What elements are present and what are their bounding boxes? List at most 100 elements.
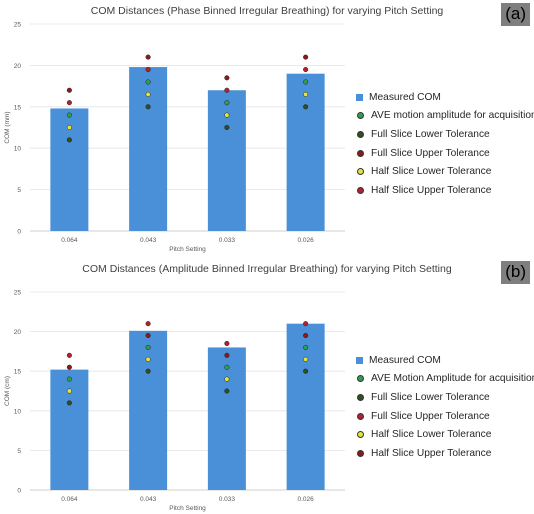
x-tick-label: 0.033 <box>219 496 236 503</box>
bar <box>286 323 325 490</box>
legend-bar-swatch <box>356 356 363 364</box>
y-tick-label: 5 <box>17 187 21 194</box>
data-point-marker <box>224 75 230 81</box>
data-point-marker <box>66 124 72 131</box>
x-tick-label: 0.026 <box>297 496 314 503</box>
data-point-marker <box>66 87 72 93</box>
y-axis-label: COM (mm) <box>4 111 11 143</box>
legend-label: Full Slice Lower Tolerance <box>371 391 490 403</box>
bar <box>129 330 168 490</box>
data-point-marker <box>145 368 151 374</box>
y-tick-label: 0 <box>17 229 21 236</box>
legend-marker-swatch <box>357 393 364 401</box>
legend-marker-swatch <box>357 112 364 120</box>
legend-item: Full Slice Upper Tolerance <box>356 407 534 426</box>
legend-item: Full Slice Upper Tolerance <box>356 144 534 163</box>
bar <box>286 73 325 232</box>
legend-label: Full Slice Upper Tolerance <box>371 410 490 422</box>
data-point-marker <box>145 104 151 110</box>
data-point-marker <box>303 104 309 110</box>
data-point-marker <box>303 66 309 73</box>
legend-bar-swatch <box>356 93 363 101</box>
legend-item: Full Slice Lower Tolerance <box>356 125 534 144</box>
y-tick-label: 10 <box>14 408 22 415</box>
data-point-marker <box>303 54 309 60</box>
legend-marker-swatch <box>357 375 364 383</box>
legend-item: AVE Motion Amplitude for acquisition <box>356 370 534 389</box>
legend-marker-swatch <box>357 449 364 457</box>
data-point-marker <box>145 333 151 339</box>
data-point-marker <box>66 400 72 406</box>
data-point-marker <box>145 321 151 327</box>
legend-marker-swatch <box>357 149 364 157</box>
legend-label: Half Slice Lower Tolerance <box>371 429 492 441</box>
legend-label: Measured COM <box>369 91 441 103</box>
data-point-marker <box>145 91 151 97</box>
x-tick-label: 0.064 <box>61 496 78 503</box>
legend-marker-swatch <box>357 130 364 138</box>
x-tick-label: 0.026 <box>297 237 314 244</box>
legend-item: Half Slice Lower Tolerance <box>356 425 534 444</box>
data-point-marker <box>224 124 230 131</box>
legend-marker-swatch <box>357 412 364 420</box>
data-point-marker <box>66 112 72 118</box>
data-point-marker <box>303 91 309 97</box>
data-point-marker <box>224 87 230 93</box>
data-point-marker <box>303 79 309 85</box>
y-tick-label: 25 <box>14 22 22 29</box>
y-tick-label: 15 <box>14 369 22 376</box>
bar <box>207 347 246 490</box>
data-point-marker <box>66 137 72 143</box>
x-tick-label: 0.064 <box>61 237 78 244</box>
y-tick-label: 5 <box>17 448 21 455</box>
legend-label: AVE Motion Amplitude for acquisition <box>371 373 534 385</box>
legend-item: Measured COM <box>356 88 534 107</box>
legend-item: AVE motion amplitude for acquisition <box>356 107 534 126</box>
data-point-marker <box>145 54 151 60</box>
legend-item: Half Slice Upper Tolerance <box>356 181 534 200</box>
data-point-marker <box>303 321 309 327</box>
chart-a-plot: 0 5 10 15 20 25 COM (mm) Pitch Setting 0.064 0.04… <box>4 22 345 253</box>
data-point-marker <box>224 340 230 347</box>
data-point-marker <box>66 352 72 358</box>
chart-b-plot: 0 5 10 15 20 25 COM (cm) Pitch Setting 0.064 0.04… <box>4 290 345 512</box>
x-axis-label: Pitch Setting <box>169 246 206 253</box>
data-point-marker <box>66 364 72 370</box>
data-point-marker <box>224 112 230 118</box>
data-point-marker <box>303 368 309 374</box>
chart-panel-b: 0 5 10 15 20 25 COM (cm) Pitch Setting 0.064 0.04… <box>0 258 534 514</box>
data-point-marker <box>145 344 151 350</box>
y-tick-label: 20 <box>14 63 22 70</box>
data-point-marker <box>224 352 230 358</box>
chart-b-legend: Measured COM AVE Motion Amplitude for acq… <box>356 351 534 463</box>
chart-a-title: COM Distances (Phase Binned Irregular Br… <box>90 5 444 17</box>
data-point-marker <box>224 364 230 370</box>
legend-label: AVE motion amplitude for acquisition <box>371 110 534 122</box>
legend-marker-swatch <box>357 168 364 176</box>
bar <box>129 67 168 231</box>
legend-label: Half Slice Lower Tolerance <box>371 166 492 178</box>
y-tick-label: 20 <box>14 329 22 336</box>
data-point-marker <box>303 344 309 350</box>
data-point-marker <box>66 100 72 106</box>
data-point-marker <box>145 79 151 85</box>
data-point-marker <box>303 356 309 362</box>
chart-a-legend: Measured COM AVE motion amplitude for acq… <box>356 88 534 200</box>
y-tick-label: 25 <box>14 290 22 297</box>
legend-item: Measured COM <box>356 351 534 370</box>
data-point-marker <box>303 333 309 339</box>
chart-b-title: COM Distances (Amplitude Binned Irregula… <box>82 263 452 275</box>
legend-item: Half Slice Upper Tolerance <box>356 444 534 463</box>
chart-panel-a: 0 5 10 15 20 25 COM (mm) Pitch Setting 0.064 0.04… <box>0 0 534 256</box>
legend-item: Full Slice Lower Tolerance <box>356 388 534 407</box>
data-point-marker <box>224 100 230 106</box>
legend-item: Half Slice Lower Tolerance <box>356 162 534 181</box>
legend-label: Half Slice Upper Tolerance <box>371 184 492 196</box>
legend-marker-swatch <box>357 431 364 439</box>
data-point-marker <box>145 66 151 73</box>
x-tick-label: 0.033 <box>219 237 236 244</box>
x-tick-label: 0.043 <box>140 237 157 244</box>
legend-label: Measured COM <box>369 354 441 366</box>
data-point-marker <box>224 388 230 394</box>
data-point-marker <box>145 356 151 362</box>
